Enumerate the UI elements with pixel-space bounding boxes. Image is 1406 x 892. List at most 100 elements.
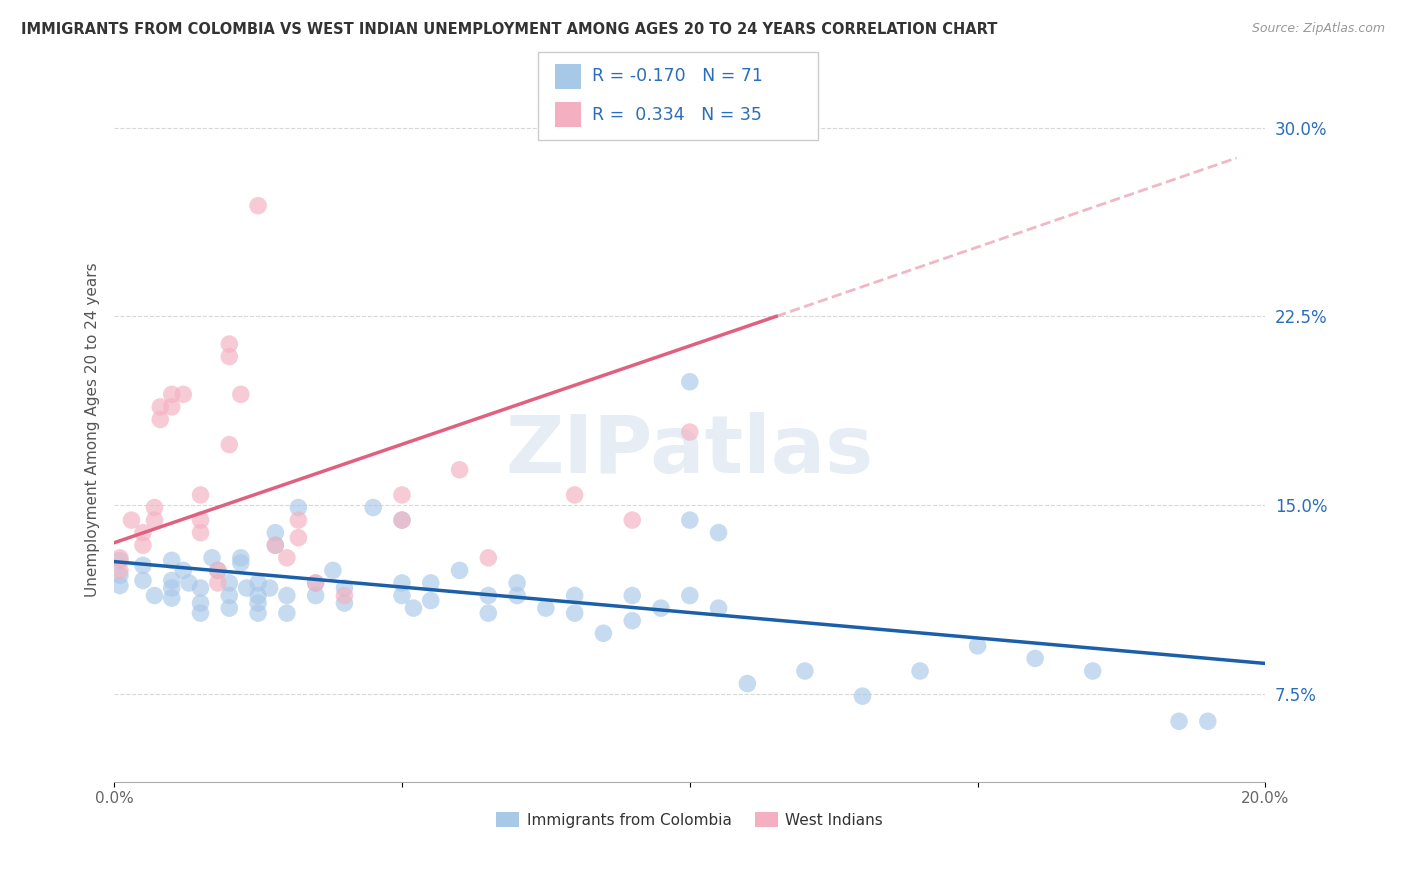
Point <box>160 387 183 401</box>
Point <box>190 581 212 595</box>
Point <box>287 513 309 527</box>
Point <box>207 563 229 577</box>
Point <box>592 626 614 640</box>
Point <box>207 576 229 591</box>
Point <box>247 199 270 213</box>
Point <box>108 563 131 577</box>
Point <box>449 563 471 577</box>
Point <box>564 606 586 620</box>
Point <box>108 568 131 582</box>
Point <box>477 550 499 565</box>
Point <box>264 538 287 552</box>
Point <box>679 589 702 603</box>
Point <box>229 556 252 570</box>
Point <box>218 337 240 351</box>
Point <box>419 593 441 607</box>
Point <box>391 488 413 502</box>
Point <box>276 550 298 565</box>
Point <box>1081 664 1104 678</box>
Point <box>108 550 131 565</box>
Point <box>1168 714 1191 729</box>
Legend: Immigrants from Colombia, West Indians: Immigrants from Colombia, West Indians <box>491 805 889 834</box>
Point <box>132 538 155 552</box>
Point <box>190 596 212 610</box>
Point <box>402 601 425 615</box>
Point <box>264 525 287 540</box>
Point <box>160 400 183 414</box>
Point <box>143 500 166 515</box>
Point <box>305 576 328 591</box>
Point <box>190 513 212 527</box>
Point <box>506 589 529 603</box>
Point <box>247 589 270 603</box>
Point <box>160 591 183 605</box>
Point <box>276 589 298 603</box>
Point <box>737 676 759 690</box>
Text: R = -0.170   N = 71: R = -0.170 N = 71 <box>592 68 763 86</box>
Point <box>621 589 644 603</box>
Point <box>207 563 229 577</box>
Point <box>160 553 183 567</box>
Point <box>305 589 328 603</box>
Point <box>160 574 183 588</box>
Point <box>851 689 873 703</box>
Point <box>679 375 702 389</box>
Point <box>247 596 270 610</box>
Point <box>259 581 281 595</box>
Point <box>218 350 240 364</box>
Point <box>143 513 166 527</box>
Point <box>707 601 730 615</box>
Point <box>391 576 413 591</box>
Point <box>650 601 672 615</box>
Point <box>391 513 413 527</box>
Text: Source: ZipAtlas.com: Source: ZipAtlas.com <box>1251 22 1385 36</box>
Point <box>534 601 557 615</box>
Point <box>333 589 356 603</box>
Point <box>449 463 471 477</box>
Point <box>361 500 384 515</box>
Point <box>132 574 155 588</box>
Y-axis label: Unemployment Among Ages 20 to 24 years: Unemployment Among Ages 20 to 24 years <box>86 262 100 597</box>
Point <box>391 513 413 527</box>
Point <box>287 531 309 545</box>
Point <box>177 576 200 591</box>
Point <box>229 387 252 401</box>
Point <box>966 639 988 653</box>
Point <box>1024 651 1046 665</box>
Point <box>120 513 142 527</box>
Point <box>621 513 644 527</box>
Point <box>247 606 270 620</box>
Point <box>132 558 155 573</box>
Point <box>1197 714 1219 729</box>
Point <box>190 606 212 620</box>
Point <box>793 664 815 678</box>
Point <box>333 581 356 595</box>
Point <box>908 664 931 678</box>
Point <box>108 578 131 592</box>
Point <box>132 525 155 540</box>
Point <box>218 576 240 591</box>
Point <box>218 437 240 451</box>
Point <box>108 553 131 567</box>
Point <box>564 589 586 603</box>
Point <box>149 412 172 426</box>
Point <box>247 576 270 591</box>
Point <box>322 563 344 577</box>
Point <box>149 400 172 414</box>
Point <box>172 387 194 401</box>
Point <box>333 596 356 610</box>
Point <box>305 576 328 591</box>
Point <box>391 589 413 603</box>
Point <box>621 614 644 628</box>
Point <box>235 581 257 595</box>
Point <box>218 601 240 615</box>
Point <box>160 581 183 595</box>
Point <box>229 550 252 565</box>
Point <box>264 538 287 552</box>
Point <box>287 500 309 515</box>
Point <box>143 589 166 603</box>
Point <box>707 525 730 540</box>
Point <box>276 606 298 620</box>
Point <box>564 488 586 502</box>
Text: R =  0.334   N = 35: R = 0.334 N = 35 <box>592 105 762 123</box>
